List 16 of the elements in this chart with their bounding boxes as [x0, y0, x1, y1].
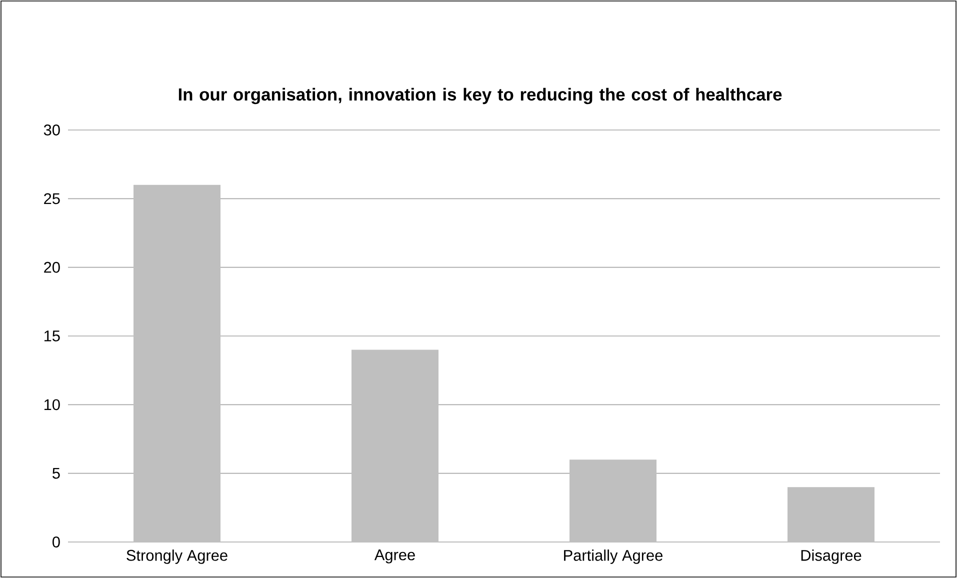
y-tick-label: 20 [44, 262, 60, 273]
x-tick-label: Agree [374, 550, 415, 564]
y-tick-label: 25 [44, 193, 60, 204]
y-tick-label: 5 [52, 468, 60, 479]
y-tick-label: 10 [44, 399, 60, 410]
bar [352, 350, 439, 542]
y-tick-label: 30 [44, 124, 60, 136]
chart-title: In our organisation, innovation is key to reducing the cost of healthcare [178, 88, 782, 104]
bar [134, 184, 221, 542]
y-tick-label: 0 [52, 536, 60, 548]
x-tick-label: Partially Agree [564, 550, 663, 564]
x-tick-label: Strongly Agree [126, 550, 228, 564]
y-tick-label: 15 [44, 330, 60, 342]
bar [788, 487, 875, 542]
bar [570, 460, 657, 542]
x-tick-label: Disagree [801, 550, 862, 564]
